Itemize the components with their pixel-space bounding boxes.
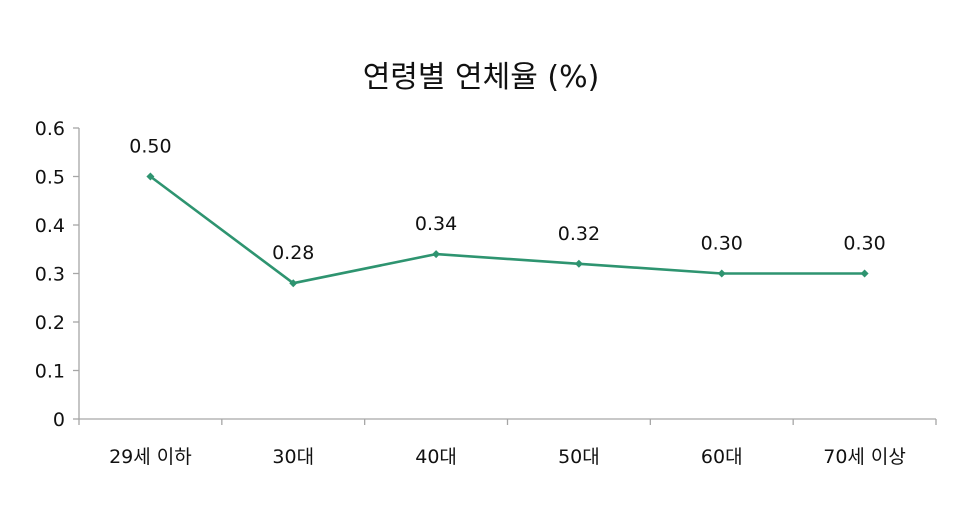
data-point: [432, 250, 441, 259]
data-point: [717, 269, 726, 278]
y-tick-label: 0.6: [35, 118, 65, 140]
x-tick-label: 29세 이하: [109, 446, 192, 468]
data-label: 0.28: [272, 242, 314, 264]
data-point: [146, 172, 155, 181]
data-point: [289, 279, 298, 288]
x-tick-label: 50대: [558, 446, 600, 468]
data-label: 0.34: [415, 213, 457, 235]
y-tick-label: 0.5: [35, 167, 65, 189]
x-tick-label: 70세 이상: [823, 446, 906, 468]
y-tick-label: 0.4: [35, 215, 65, 237]
x-tick-label: 40대: [415, 446, 457, 468]
y-tick-label: 0.3: [35, 264, 65, 286]
data-point: [860, 269, 869, 278]
series-line: [149, 175, 865, 285]
data-label: 0.32: [558, 223, 600, 245]
data-label: 0.30: [843, 233, 885, 255]
y-tick-label: 0: [53, 409, 65, 431]
y-tick-label: 0.1: [35, 361, 65, 383]
y-tick-label: 0.2: [35, 312, 65, 334]
data-point: [574, 259, 583, 268]
chart-title: 연령별 연체율 (%): [362, 60, 600, 95]
x-tick-label: 30대: [272, 446, 314, 468]
data-label: 0.30: [701, 233, 743, 255]
data-label: 0.50: [129, 136, 171, 158]
x-tick-label: 60대: [701, 446, 743, 468]
